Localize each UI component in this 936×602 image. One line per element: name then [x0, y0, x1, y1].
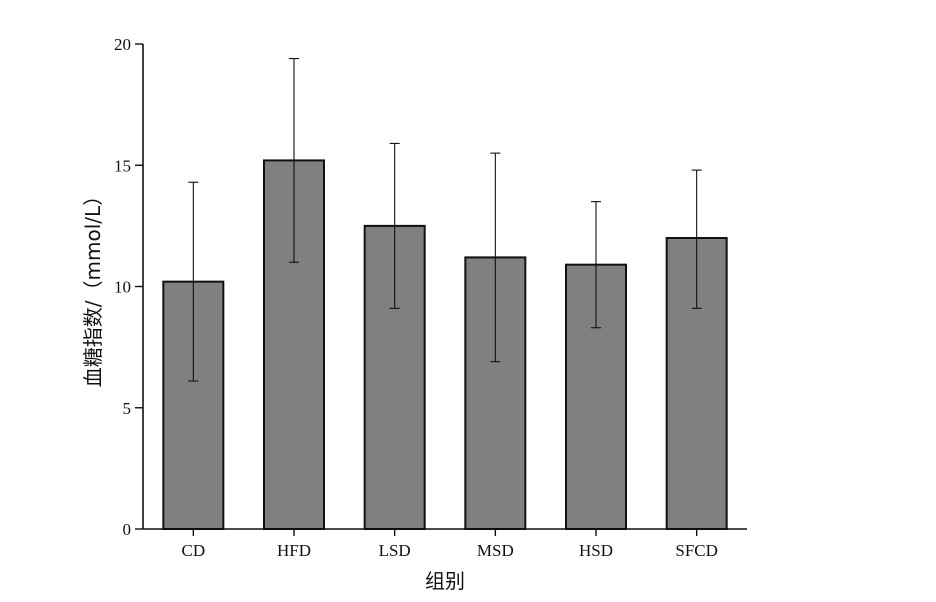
- x-tick-label-HSD: HSD: [579, 541, 613, 560]
- bars-group: [162, 159, 728, 530]
- error-bars-group: [188, 57, 702, 382]
- x-tick-label-LSD: LSD: [379, 541, 411, 560]
- x-tick-label-MSD: MSD: [477, 541, 514, 560]
- x-axis-title: 组别: [425, 569, 465, 593]
- y-tick-label-4: 20: [114, 35, 131, 54]
- x-tick-label-CD: CD: [182, 541, 206, 560]
- y-axis-title: 血糖指数/（mmol/L）: [81, 186, 105, 387]
- y-tick-label-0: 0: [123, 520, 132, 539]
- x-axis-labels: CD HFD LSD MSD HSD SFCD: [182, 529, 718, 560]
- y-tick-label-2: 10: [114, 278, 131, 297]
- x-tick-label-HFD: HFD: [277, 541, 311, 560]
- y-axis-ticks: 0 5 10 15 20: [114, 35, 143, 539]
- y-tick-label-1: 5: [123, 399, 132, 418]
- y-tick-label-3: 15: [114, 156, 131, 175]
- x-tick-label-SFCD: SFCD: [675, 541, 718, 560]
